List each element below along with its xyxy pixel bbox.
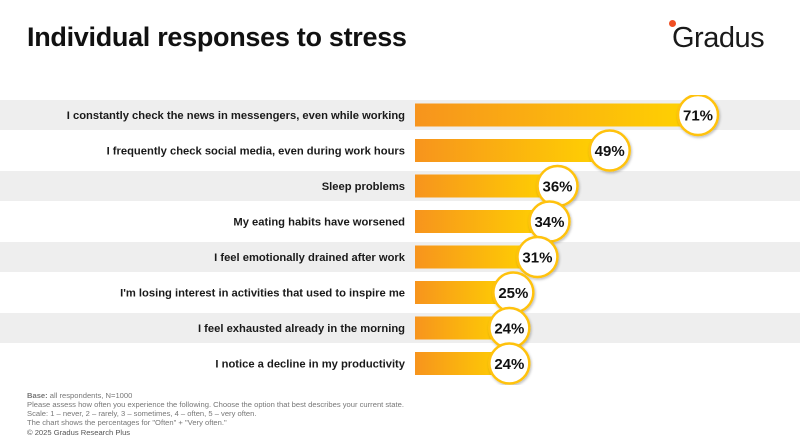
value-label: 36% [542,179,572,196]
bar-chart: I constantly check the news in messenger… [0,95,800,385]
base-note: Base: all respondents, N=1000 [27,391,404,400]
logo-dot-icon [669,20,676,27]
bar [415,352,512,375]
bar [415,316,512,340]
copyright: © 2025 Gradus Research Plus [27,428,131,437]
category-label: Sleep problems [322,181,405,193]
row-band [0,242,800,272]
value-badge [516,235,559,279]
category-label: I'm losing interest in activities that u… [120,288,405,300]
value-badge [676,95,720,137]
bar [415,281,516,304]
value-badges: 71% 49% 36% 34% 31% 25% 24% 24% [488,95,720,385]
category-label: My eating habits have worsened [233,217,405,229]
value-badge [588,129,631,172]
category-label: I feel emotionally drained after work [214,252,406,264]
category-labels: I constantly check the news in messenger… [67,110,406,371]
value-label: 71% [683,108,713,125]
bar [415,139,612,162]
footer-notes: Base: all respondents, N=1000 Please ass… [27,391,404,427]
row-bands [0,100,800,343]
value-badge [488,342,531,385]
value-label: 24% [494,321,524,338]
category-label: I constantly check the news in messenger… [67,110,405,122]
value-label: 24% [494,356,524,373]
category-label: I feel exhausted already in the morning [198,323,405,335]
bar [415,103,700,127]
base-value: all respondents, N=1000 [47,391,133,400]
gradus-logo: Gradus [664,16,784,56]
bars [415,103,700,375]
value-label: 34% [534,214,564,231]
category-label: I notice a decline in my productivity [215,359,405,371]
base-label: Base: [27,391,48,400]
bar [415,210,552,233]
footer-line: Please assess how often you experience t… [27,400,404,409]
bar [415,174,560,198]
footer-line: Scale: 1 – never, 2 – rarely, 3 – someti… [27,409,257,418]
value-label: 25% [498,285,528,302]
footer-line: The chart shows the percentages for "Oft… [27,418,227,427]
value-label: 49% [595,143,625,160]
category-label: I frequently check social media, even du… [107,146,405,158]
row-band [0,313,800,343]
bar [415,245,540,269]
value-label: 31% [522,250,552,267]
logo-text: Gradus [672,22,765,54]
row-band [0,171,800,201]
page-title: Individual responses to stress [27,22,407,52]
